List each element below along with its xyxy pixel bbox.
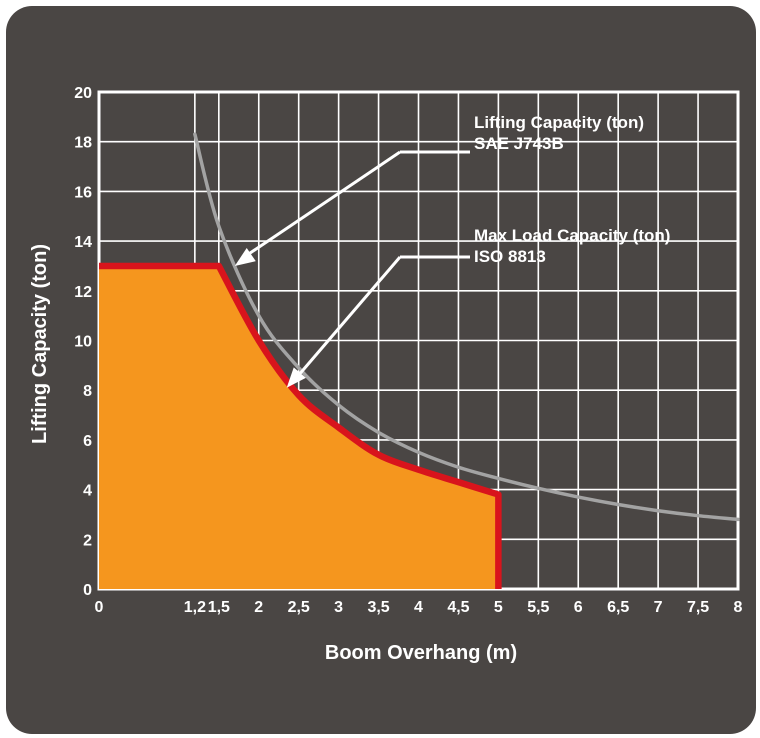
x-tick-label: 5 (494, 599, 503, 616)
x-tick-label: 7,5 (687, 599, 709, 616)
x-tick-label: 2 (254, 599, 263, 616)
y-tick-label: 16 (74, 184, 92, 201)
arrowhead (286, 367, 306, 388)
y-tick-label: 20 (74, 85, 92, 102)
y-axis-title: Lifting Capacity (ton) (29, 244, 51, 444)
x-tick-labels: 0 1,2 1,5 2 2,5 3 3,5 4 4,5 5 5,5 6 6,5 7 7,5 8 (95, 599, 743, 616)
x-tick-label: 3,5 (367, 599, 389, 616)
y-tick-label: 12 (74, 284, 92, 301)
x-tick-label: 1,5 (208, 599, 230, 616)
x-tick-label: 2,5 (288, 599, 310, 616)
y-tick-label: 8 (83, 383, 92, 400)
annotation-text: Max Load Capacity (ton) (474, 226, 670, 245)
x-tick-label: 7 (654, 599, 663, 616)
x-tick-label: 1,2 (184, 599, 206, 616)
x-tick-label: 5,5 (527, 599, 549, 616)
x-tick-label: 4 (414, 599, 423, 616)
y-tick-label: 14 (74, 234, 92, 251)
x-tick-label: 8 (734, 599, 743, 616)
y-tick-label: 2 (83, 532, 92, 549)
arrowhead (234, 248, 256, 266)
x-axis-title: Boom Overhang (m) (325, 642, 517, 664)
area-layer (99, 265, 499, 589)
annotation-text: Lifting Capacity (ton) (474, 113, 644, 132)
annotation-layer: Lifting Capacity (ton) SAE J743B Max Load … (234, 113, 670, 388)
y-tick-label: 18 (74, 135, 92, 152)
line-layer (98, 132, 740, 590)
x-tick-label: 3 (334, 599, 343, 616)
x-tick-label: 6 (574, 599, 583, 616)
y-tick-label: 10 (74, 334, 92, 351)
annotation-text: SAE J743B (474, 134, 564, 153)
y-tick-label: 4 (83, 483, 92, 500)
y-tick-label: 6 (83, 433, 92, 450)
x-tick-label: 4,5 (447, 599, 469, 616)
annotation-text: ISO 8813 (474, 247, 546, 266)
max-load-area (99, 265, 499, 589)
x-tick-label: 6,5 (607, 599, 629, 616)
leader-line (293, 256, 402, 381)
x-tick-label: 0 (95, 599, 104, 616)
y-tick-label: 0 (83, 582, 92, 599)
leader-line (241, 150, 401, 260)
y-tick-labels: 0 2 4 6 8 10 12 14 16 18 20 (74, 85, 92, 599)
